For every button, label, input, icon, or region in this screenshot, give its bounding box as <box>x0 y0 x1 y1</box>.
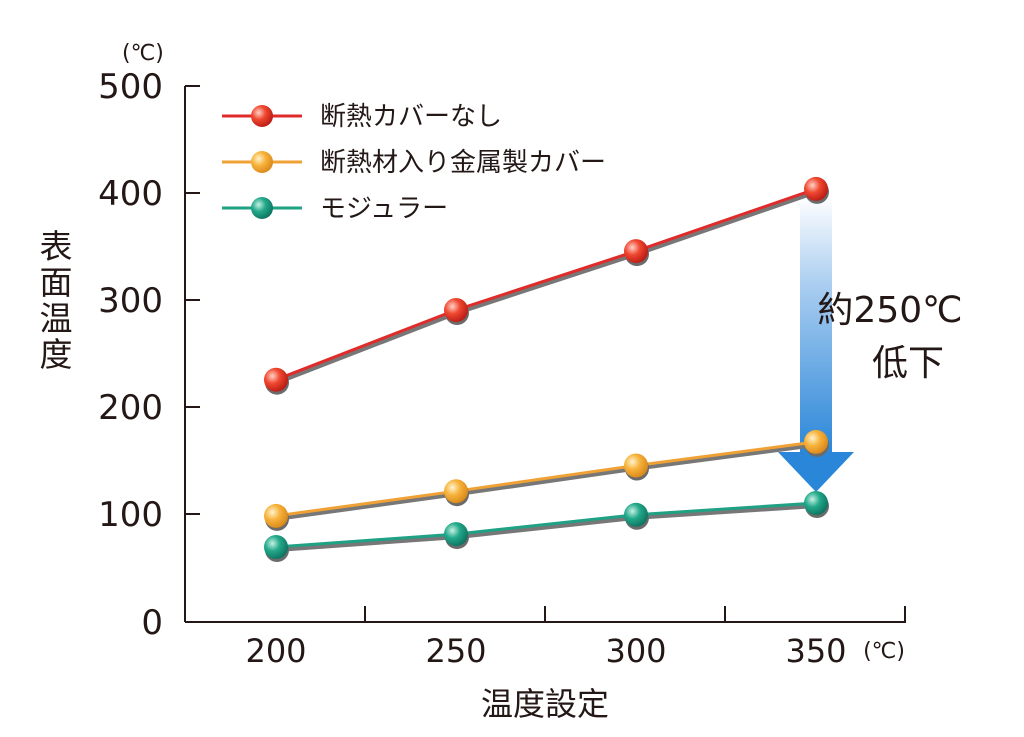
data-point <box>624 502 648 527</box>
y-axis-title-char: 温 <box>40 299 73 338</box>
x-tick-label: 200 <box>245 632 306 670</box>
y-unit-label: (℃) <box>122 41 164 66</box>
data-point <box>264 503 288 528</box>
y-tick-label: 400 <box>98 174 163 214</box>
y-tick-label: 500 <box>98 67 163 107</box>
reduction-arrow <box>778 196 854 492</box>
series-2 <box>264 491 829 562</box>
legend-label: 断熱カバーなし <box>320 102 502 132</box>
x-tick-label: 350 <box>785 632 846 670</box>
y-axis-title-char: 表 <box>40 227 73 266</box>
data-point <box>444 522 468 547</box>
annotation-line1: 約250℃ <box>817 290 962 331</box>
legend-marker <box>251 151 273 173</box>
x-tick-labels: 200 250 300 350 <box>245 632 846 670</box>
data-point <box>444 298 468 322</box>
series-line <box>275 440 817 518</box>
legend-label: 断熱材入り金属製カバー <box>320 148 606 178</box>
x-tick-label: 250 <box>425 632 486 670</box>
y-axis-title: 表面温度 <box>40 227 73 374</box>
data-point <box>264 367 288 392</box>
data-point <box>444 479 468 504</box>
series-line <box>275 501 817 549</box>
y-axis-title-char: 度 <box>40 335 73 374</box>
y-tick-label: 0 <box>141 603 163 643</box>
series-line-shadow <box>276 190 818 385</box>
series-1 <box>264 429 829 531</box>
data-point <box>624 453 648 478</box>
series-line-shadow <box>276 442 818 521</box>
series-line <box>275 187 817 382</box>
data-point <box>804 429 828 454</box>
series-layer <box>264 176 829 562</box>
data-point <box>804 176 828 201</box>
arrow-shaft <box>800 196 832 454</box>
y-axis-title-char: 面 <box>40 263 73 302</box>
data-point <box>264 535 288 559</box>
legend-item-green: モジュラー <box>222 194 448 224</box>
legend: 断熱カバーなし 断熱材入り金属製カバー モジュラー <box>222 102 606 224</box>
legend-item-red: 断熱カバーなし <box>222 102 502 132</box>
data-point <box>624 239 648 264</box>
legend-marker <box>251 197 273 219</box>
x-tick-label: 300 <box>605 632 666 670</box>
legend-label: モジュラー <box>320 194 448 224</box>
legend-item-orange: 断熱材入り金属製カバー <box>222 148 606 178</box>
legend-marker <box>251 105 273 127</box>
y-tick-label: 200 <box>98 388 163 428</box>
axes <box>184 85 906 623</box>
y-tick-label: 100 <box>98 495 163 535</box>
y-tick-label: 300 <box>98 281 163 321</box>
x-unit-label: (℃) <box>863 639 905 664</box>
annotation-line2: 低下 <box>872 343 944 384</box>
data-point <box>804 491 828 515</box>
series-0 <box>264 176 829 395</box>
arrow-head-icon <box>778 452 854 492</box>
y-tick-labels: 500 400 300 200 100 0 <box>98 67 163 643</box>
series-line-shadow <box>276 504 818 552</box>
x-axis-title: 温度設定 <box>481 685 609 723</box>
